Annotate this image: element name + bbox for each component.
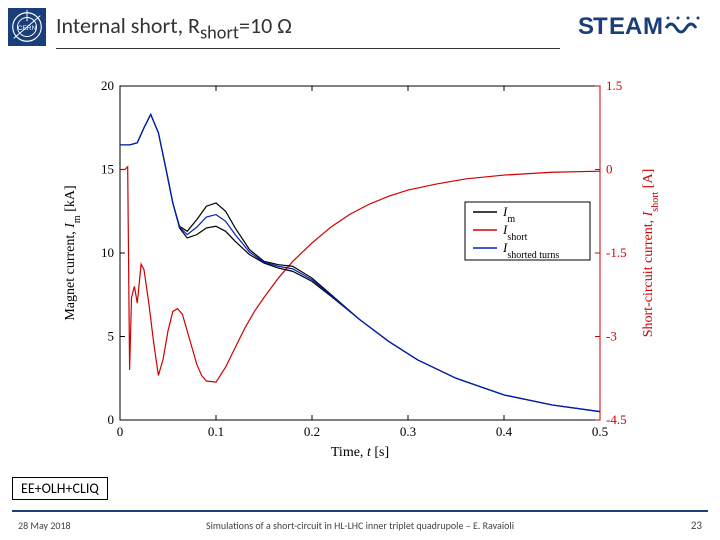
title-underline: [56, 48, 560, 49]
y-axis-left-label: Magnet current, Im [kA]: [63, 185, 83, 320]
xtick-label: 0.1: [208, 424, 224, 439]
xtick-label: 0.4: [496, 424, 513, 439]
steam-logo: S T E A M: [578, 8, 708, 44]
ytick-left-label: 5: [108, 329, 115, 344]
chart-svg: 00.10.20.30.40.505101520-4.5-3-1.501.5Ti…: [50, 68, 670, 468]
svg-text:S: S: [578, 13, 594, 40]
page-title: Internal short, Rshort=10 Ω: [56, 12, 292, 43]
ytick-right-label: -3: [606, 329, 617, 344]
x-axis-label: Time, t [s]: [331, 445, 389, 460]
xtick-label: 0: [117, 424, 124, 439]
title-suffix: =10 Ω: [239, 12, 292, 39]
svg-text:E: E: [609, 13, 625, 40]
footer-page: 23: [691, 519, 702, 532]
footer-caption: Simulations of a short-circuit in HL-LHC…: [0, 519, 720, 532]
y-axis-right-label: Short-circuit current, Ishort [A]: [641, 169, 661, 338]
ytick-left-label: 20: [101, 78, 114, 93]
footer-rule: [12, 510, 708, 512]
svg-text:T: T: [593, 13, 608, 40]
header: CERN Internal short, Rshort=10 Ω S T E A…: [0, 8, 720, 52]
ytick-left-label: 0: [108, 412, 115, 427]
svg-text:A: A: [625, 13, 642, 40]
ytick-right-label: -1.5: [606, 245, 627, 260]
slide: CERN Internal short, Rshort=10 Ω S T E A…: [0, 0, 720, 540]
xtick-label: 0.3: [400, 424, 416, 439]
series-Im1: [120, 114, 600, 411]
ytick-left-label: 10: [101, 245, 114, 260]
ytick-left-label: 15: [101, 162, 114, 177]
annotation-box: EE+OLH+CLIQ: [12, 477, 108, 500]
ytick-right-label: 0: [606, 162, 613, 177]
annotation-label: EE+OLH+CLIQ: [21, 480, 99, 497]
chart: 00.10.20.30.40.505101520-4.5-3-1.501.5Ti…: [50, 68, 670, 468]
title-prefix: Internal short, R: [56, 12, 200, 39]
ytick-right-label: 1.5: [606, 78, 622, 93]
xtick-label: 0.2: [304, 424, 320, 439]
series-Im2: [120, 114, 600, 411]
title-sub: short: [200, 21, 239, 43]
series-Ishorted-turns: [120, 114, 600, 411]
svg-text:M: M: [643, 13, 663, 40]
svg-text:CERN: CERN: [18, 25, 37, 32]
cern-logo: CERN: [8, 8, 46, 46]
ytick-right-label: -4.5: [606, 412, 627, 427]
series-Ishort: [120, 167, 600, 382]
